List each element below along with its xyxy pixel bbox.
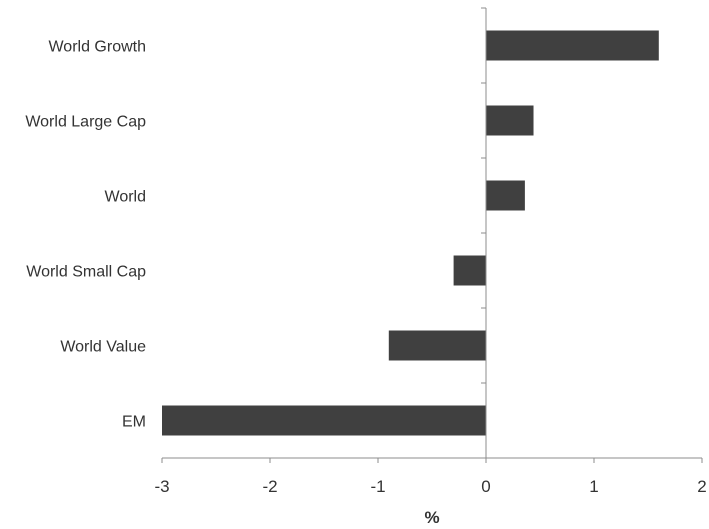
x-axis-title: % bbox=[424, 508, 439, 527]
category-label: World Value bbox=[60, 339, 146, 356]
category-label: World Small Cap bbox=[26, 264, 146, 281]
x-ticks-group bbox=[161, 458, 703, 463]
x-tick-label: -3 bbox=[154, 477, 169, 496]
category-label: World Growth bbox=[48, 39, 146, 56]
category-labels-group: World Growth World Large Cap World World Sm… bbox=[25, 39, 146, 431]
x-tick-label: 2 bbox=[697, 477, 706, 496]
x-tick-label: -1 bbox=[370, 477, 385, 496]
x-tick-label: 1 bbox=[589, 477, 598, 496]
category-label: World bbox=[105, 189, 147, 206]
x-tick-label: 0 bbox=[481, 477, 490, 496]
category-label: World Large Cap bbox=[25, 114, 146, 131]
bar-world-growth bbox=[486, 30, 659, 61]
category-label: EM bbox=[122, 414, 146, 431]
bar-em bbox=[162, 405, 486, 436]
bar-world-value bbox=[388, 330, 486, 361]
x-tick-labels-group: -3 -2 -1 0 1 2 bbox=[154, 477, 706, 496]
bar-world-small-cap bbox=[453, 255, 486, 286]
bar-world-large-cap bbox=[486, 105, 534, 136]
bar-world bbox=[486, 180, 525, 211]
bars-group bbox=[162, 30, 659, 436]
y-ticks-group bbox=[481, 7, 486, 459]
x-tick-label: -2 bbox=[262, 477, 277, 496]
